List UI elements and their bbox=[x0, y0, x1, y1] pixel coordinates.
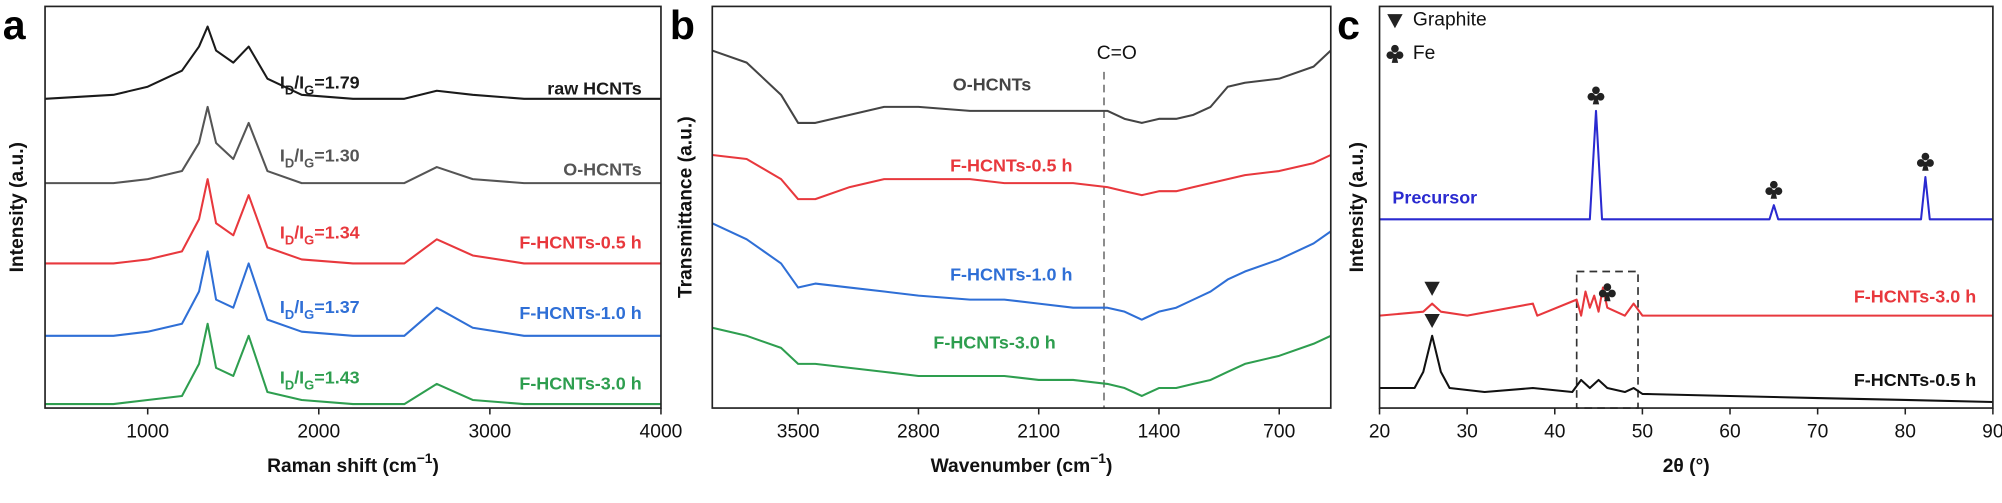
ratio-label-part: /I bbox=[294, 222, 304, 242]
y-axis-title: Transmittance (a.u.) bbox=[676, 116, 697, 298]
ratio-label-part: D bbox=[285, 155, 294, 170]
spectrum-line bbox=[45, 322, 661, 406]
ratio-label: ID/IG=1.34 bbox=[280, 222, 360, 247]
x-axis-title-part: 2θ (°) bbox=[1663, 456, 1710, 477]
x-axis-title-part: −1 bbox=[417, 450, 433, 466]
x-tick-label: 60 bbox=[1719, 422, 1740, 443]
ratio-label-part: =1.79 bbox=[314, 72, 359, 92]
x-tick-label: 4000 bbox=[640, 422, 683, 443]
spectrum-line bbox=[44, 25, 661, 100]
spectrum-line bbox=[712, 326, 1332, 398]
x-tick-label: 3500 bbox=[777, 422, 820, 443]
ratio-label: ID/IG=1.30 bbox=[280, 145, 360, 170]
x-tick-label: 1400 bbox=[1138, 422, 1181, 443]
y-axis-title: Intensity (a.u.) bbox=[7, 142, 28, 272]
ratio-label-part: G bbox=[304, 377, 314, 392]
x-tick-label: 20 bbox=[1369, 422, 1390, 443]
ratio-label-part: =1.34 bbox=[314, 222, 359, 242]
spectrum-line bbox=[1379, 334, 1993, 404]
highlight-box bbox=[1575, 270, 1639, 409]
x-tick-label: 70 bbox=[1807, 422, 1828, 443]
x-axis-title: Raman shift (cm−1) bbox=[267, 450, 439, 477]
ratio-label-part: D bbox=[285, 82, 294, 97]
spectrum-line bbox=[45, 105, 661, 185]
x-tick-label: 30 bbox=[1456, 422, 1477, 443]
ratio-label: ID/IG=1.37 bbox=[280, 297, 360, 322]
legend-label: Fe bbox=[1413, 43, 1435, 64]
series-label: raw HCNTs bbox=[547, 79, 641, 99]
x-axis-title-part: ) bbox=[1106, 456, 1112, 477]
series-label: F-HCNTs-3.0 h bbox=[519, 374, 641, 394]
ratio-label-part: I bbox=[280, 367, 285, 387]
x-tick-label: 3000 bbox=[468, 422, 511, 443]
panel-letter: b bbox=[670, 2, 695, 48]
x-axis-title-part: −1 bbox=[1090, 450, 1106, 466]
ratio-label-part: G bbox=[304, 307, 314, 322]
annotation-text: C=O bbox=[1097, 43, 1137, 64]
series-label: F-HCNTs-0.5 h bbox=[1854, 370, 1976, 390]
series-label: F-HCNTs-3.0 h bbox=[1854, 286, 1976, 306]
ratio-label-part: /I bbox=[294, 297, 304, 317]
ratio-label-part: G bbox=[304, 232, 314, 247]
ratio-label-part: D bbox=[285, 307, 294, 322]
x-axis-title: 2θ (°) bbox=[1663, 456, 1710, 477]
ratio-label-part: I bbox=[280, 145, 285, 165]
x-tick-label: 700 bbox=[1263, 422, 1295, 443]
x-tick-label: 2100 bbox=[1017, 422, 1060, 443]
x-axis-title: Wavenumber (cm−1) bbox=[931, 450, 1113, 477]
x-axis-title-part: Raman shift (cm bbox=[267, 456, 417, 477]
series-label: F-HCNTs-3.0 h bbox=[933, 333, 1055, 353]
series-label: O-HCNTs bbox=[953, 75, 1031, 95]
plot-frame bbox=[1378, 5, 1994, 409]
x-axis-title-part: ) bbox=[433, 456, 439, 477]
ratio-label-part: G bbox=[304, 82, 314, 97]
ratio-label-part: G bbox=[304, 155, 314, 170]
series-label: Precursor bbox=[1392, 188, 1477, 208]
ratio-label-part: I bbox=[280, 222, 285, 242]
ratio-label-part: /I bbox=[294, 72, 304, 92]
series-label: F-HCNTs-1.0 h bbox=[519, 303, 641, 323]
series-label: F-HCNTs-0.5 h bbox=[519, 233, 641, 253]
x-tick-label: 1000 bbox=[126, 422, 169, 443]
plot-frame bbox=[711, 5, 1332, 409]
spectrum-line bbox=[712, 153, 1332, 201]
panel-letter: c bbox=[1337, 2, 1360, 48]
spectrum-line bbox=[45, 178, 661, 265]
ratio-label-part: /I bbox=[294, 145, 304, 165]
panel-letter: a bbox=[3, 2, 27, 48]
ratio-label-part: =1.30 bbox=[314, 145, 359, 165]
x-tick-label: 2000 bbox=[297, 422, 340, 443]
x-tick-label: 90 bbox=[1982, 422, 2002, 443]
x-tick-label: 2800 bbox=[897, 422, 940, 443]
legend-label: Graphite bbox=[1413, 10, 1487, 31]
plot-frame bbox=[44, 5, 662, 409]
ratio-label: ID/IG=1.43 bbox=[280, 367, 360, 392]
x-tick-label: 80 bbox=[1895, 422, 1916, 443]
spectrum-line bbox=[1379, 109, 1993, 221]
ratio-label: ID/IG=1.79 bbox=[280, 72, 360, 97]
ratio-label-part: =1.37 bbox=[314, 297, 359, 317]
x-tick-label: 40 bbox=[1544, 422, 1565, 443]
ratio-label-part: D bbox=[285, 377, 294, 392]
ratio-label-part: I bbox=[280, 297, 285, 317]
series-label: F-HCNTs-1.0 h bbox=[950, 265, 1072, 285]
series-label: F-HCNTs-0.5 h bbox=[950, 156, 1072, 176]
x-axis-title-part: Wavenumber (cm bbox=[931, 456, 1091, 477]
x-tick-label: 50 bbox=[1632, 422, 1653, 443]
ratio-label-part: I bbox=[280, 72, 285, 92]
ratio-label-part: D bbox=[285, 232, 294, 247]
spectrum-line bbox=[711, 49, 1332, 124]
y-axis-title: Intensity (a.u.) bbox=[1347, 142, 1368, 272]
ratio-label-part: /I bbox=[294, 367, 304, 387]
series-label: O-HCNTs bbox=[563, 159, 641, 179]
spectrum-line bbox=[1379, 286, 1993, 317]
spectrum-line bbox=[711, 222, 1332, 321]
spectrum-line bbox=[45, 250, 661, 337]
ratio-label-part: =1.43 bbox=[314, 367, 359, 387]
